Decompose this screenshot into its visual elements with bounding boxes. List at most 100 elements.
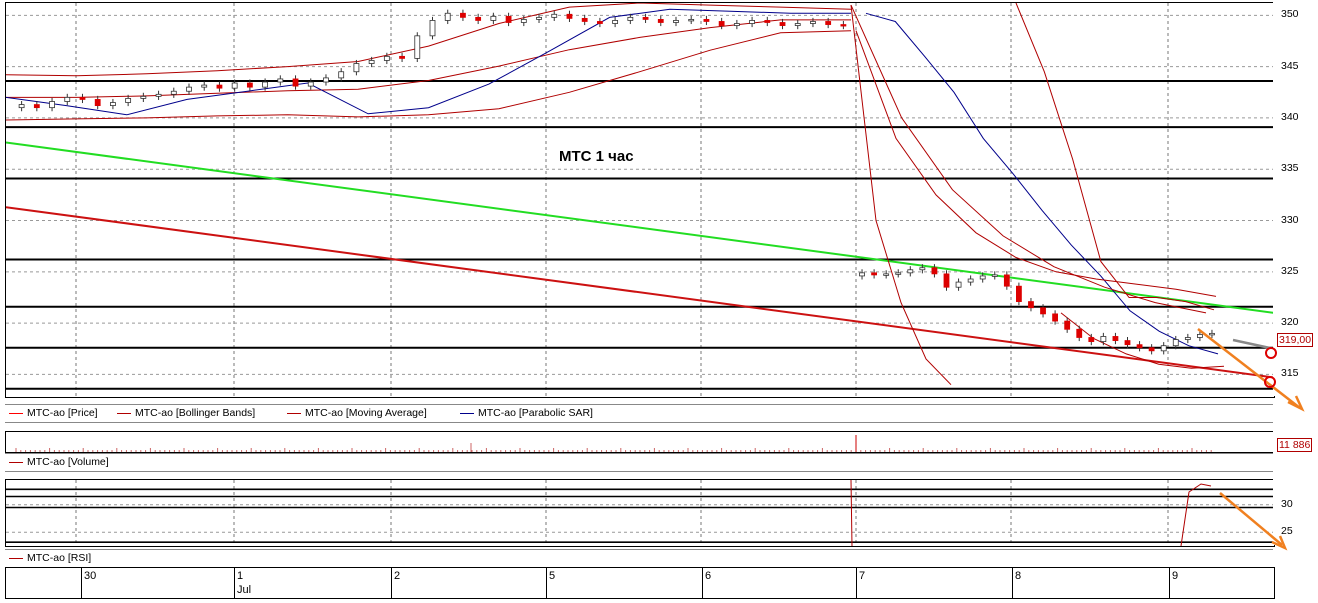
candle xyxy=(460,12,466,18)
candle xyxy=(810,21,816,24)
candle xyxy=(955,281,962,288)
date-separator xyxy=(546,568,547,598)
candle xyxy=(216,84,223,89)
candle xyxy=(170,90,177,95)
candle xyxy=(1052,313,1058,322)
candle xyxy=(779,22,786,26)
rsi-legend: MTC-ao [RSI] xyxy=(5,549,1273,568)
candle xyxy=(490,15,497,21)
volume-axis: 11 886 xyxy=(1273,431,1318,453)
legend-swatch xyxy=(9,412,23,414)
volume-pane[interactable] xyxy=(5,431,1275,453)
candle xyxy=(991,274,998,277)
rsi-tick-label: 30 xyxy=(1281,497,1293,510)
legend-item-price[interactable]: MTC-ao [Price] xyxy=(9,405,98,422)
legend-item-rsi[interactable]: MTC-ao [RSI] xyxy=(9,550,91,567)
candle xyxy=(657,19,664,23)
rsi-tick-label: 25 xyxy=(1281,525,1293,538)
candle xyxy=(1088,337,1095,342)
chart-title: МТС 1 час xyxy=(559,148,634,165)
candle xyxy=(551,13,558,18)
date-separator xyxy=(391,568,392,598)
price-axis: 350 345 340 335 330 325 320 315 319,00 xyxy=(1273,2,1318,396)
date-separator xyxy=(1012,568,1013,598)
candle xyxy=(277,78,284,83)
legend-item-parabolic-sar[interactable]: MTC-ao [Parabolic SAR] xyxy=(460,405,593,422)
candle xyxy=(931,267,938,275)
candle xyxy=(429,20,436,37)
date-separator xyxy=(856,568,857,598)
candle xyxy=(597,21,603,24)
rsi-pane[interactable] xyxy=(5,479,1275,547)
candle xyxy=(1040,307,1046,315)
y-tick-label: 340 xyxy=(1281,110,1299,123)
legend-label: MTC-ao [Bollinger Bands] xyxy=(135,407,256,419)
legend-label: MTC-ao [Price] xyxy=(27,407,98,419)
candle xyxy=(383,55,390,61)
date-separator xyxy=(81,568,82,598)
bollinger-drop-upper xyxy=(855,30,1217,297)
candle xyxy=(907,269,914,274)
y-tick-label: 335 xyxy=(1281,162,1299,175)
candle xyxy=(1112,336,1119,341)
candle xyxy=(520,19,527,23)
candle xyxy=(1076,328,1083,338)
moving-average xyxy=(6,19,851,98)
candle xyxy=(642,16,649,20)
candle xyxy=(262,81,269,88)
candle xyxy=(444,12,451,21)
candle xyxy=(749,20,755,24)
price-pane[interactable]: МТС 1 час xyxy=(5,2,1275,398)
legend-swatch xyxy=(287,412,301,414)
candle xyxy=(1064,320,1071,330)
candle xyxy=(919,267,926,271)
legend-swatch xyxy=(9,557,23,559)
date-label: 8 xyxy=(1015,570,1022,582)
legend-label: MTC-ao [Volume] xyxy=(27,456,109,468)
candle xyxy=(110,102,116,107)
date-label: 1 xyxy=(237,570,244,582)
candle xyxy=(49,101,55,109)
candle xyxy=(155,93,162,97)
candle xyxy=(825,21,832,25)
parabolic-sar-drop xyxy=(865,12,1219,355)
candle xyxy=(1148,347,1155,352)
bollinger-drop-lower xyxy=(850,5,952,386)
bollinger-lower xyxy=(6,30,852,121)
candle xyxy=(581,17,588,22)
candle xyxy=(1160,345,1167,352)
candle xyxy=(307,81,314,87)
candle xyxy=(1197,334,1203,338)
date-label: 5 xyxy=(549,570,556,582)
candle xyxy=(859,272,865,277)
candle xyxy=(612,20,619,24)
date-separator xyxy=(234,568,235,598)
candle xyxy=(764,20,771,23)
y-tick-label: 345 xyxy=(1281,59,1299,72)
candle xyxy=(979,275,986,280)
volume-legend: MTC-ao [Volume] xyxy=(5,453,1273,472)
candle xyxy=(1028,301,1034,309)
date-label: 7 xyxy=(859,570,866,582)
candle xyxy=(125,98,132,103)
legend-item-bollinger[interactable]: MTC-ao [Bollinger Bands] xyxy=(117,405,255,422)
candle xyxy=(231,82,238,89)
candle xyxy=(94,99,101,107)
candle xyxy=(475,16,482,21)
bollinger-upper xyxy=(6,3,852,77)
date-label: 2 xyxy=(394,570,401,582)
candle xyxy=(1172,339,1179,347)
volume-chart xyxy=(15,435,1212,452)
bollinger-drop-mid xyxy=(850,4,1207,314)
legend-label: MTC-ao [RSI] xyxy=(27,552,92,564)
legend-item-volume[interactable]: MTC-ao [Volume] xyxy=(9,454,109,471)
legend-item-moving-average[interactable]: MTC-ao [Moving Average] xyxy=(287,405,427,422)
y-tick-label: 320 xyxy=(1281,316,1299,329)
candle xyxy=(943,273,950,288)
candle xyxy=(246,82,253,88)
legend-label: MTC-ao [Moving Average] xyxy=(305,407,427,419)
trendline-green xyxy=(6,141,1274,314)
date-label: 30 xyxy=(84,570,97,582)
candle xyxy=(883,273,890,276)
candle xyxy=(895,272,902,275)
